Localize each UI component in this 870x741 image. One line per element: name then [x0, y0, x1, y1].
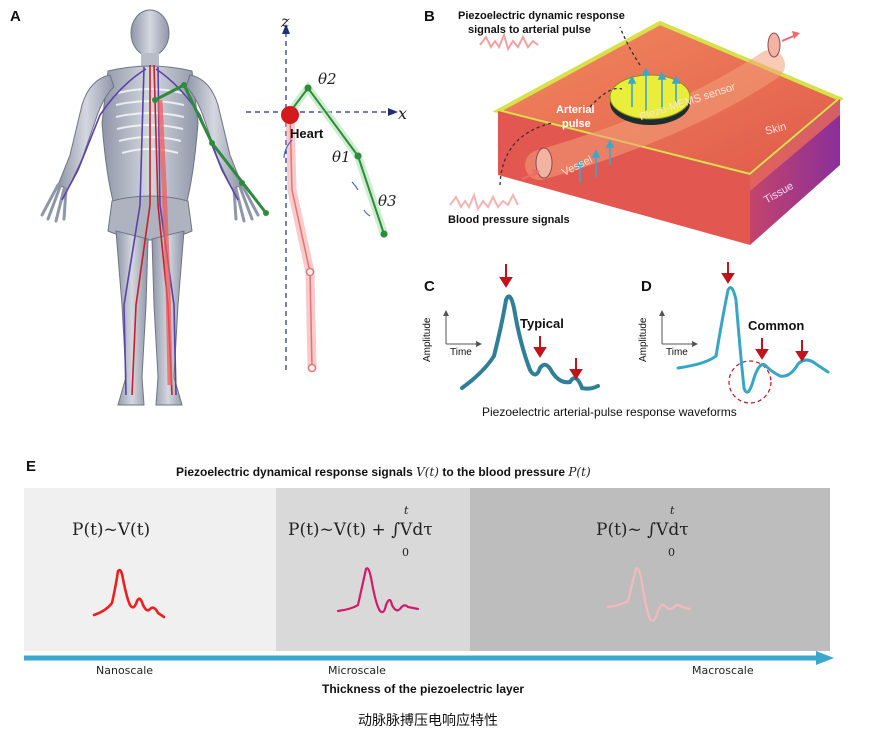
c-amplitude-label: Amplitude — [422, 317, 433, 362]
arterial-pulse-line2: pulse — [562, 118, 591, 130]
panel-c-label: C — [424, 278, 435, 295]
typical-label: Typical — [520, 316, 564, 331]
nanoscale-waveform — [92, 568, 166, 619]
e-title-prefix: Piezoelectric dynamical response signals — [176, 465, 413, 479]
theta1-label: θ1 — [332, 148, 351, 166]
e-title-v: V(t) — [416, 465, 439, 479]
formula-macroscale: P(t)~ ∫Vdτ — [596, 520, 689, 540]
c-time-label: Time — [450, 347, 472, 358]
heart-label: Heart — [290, 126, 324, 141]
formula-nanoscale: P(t)~V(t) — [72, 520, 151, 540]
panel-a-label: A — [10, 8, 21, 25]
cd-caption: Piezoelectric arterial-pulse response wa… — [482, 405, 737, 419]
b-title-line1: Piezoelectric dynamic response — [458, 10, 625, 22]
arm-kinematic-diagram — [246, 24, 398, 373]
axis-x-label: x — [398, 104, 408, 123]
human-body-illustration — [40, 9, 269, 406]
panel-d-label: D — [641, 278, 652, 295]
common-waveform-chart — [659, 262, 830, 404]
sensor-skin-illustration — [449, 20, 844, 245]
formula-microscale: P(t)~V(t) + ∫Vdτ — [288, 520, 433, 540]
typical-waveform-chart — [443, 264, 600, 391]
micro-integral-lower: 0 — [402, 546, 409, 559]
panel-e-label: E — [26, 458, 37, 475]
blood-pressure-label: Blood pressure signals — [448, 214, 570, 226]
region-nanoscale — [24, 488, 276, 651]
scale-macroscale: Macroscale — [692, 664, 754, 677]
theta3-label: θ3 — [378, 192, 397, 210]
b-title-line2: signals to arterial pulse — [468, 24, 591, 36]
common-label: Common — [748, 318, 805, 333]
figure-caption: 动脉脉搏压电响应特性 — [358, 713, 498, 729]
scale-microscale: Microscale — [328, 664, 386, 677]
region-microscale — [276, 488, 470, 651]
macroscale-waveform — [606, 567, 692, 622]
thickness-axis-label: Thickness of the piezoelectric layer — [322, 682, 525, 696]
d-time-label: Time — [666, 347, 688, 358]
scale-nanoscale: Nanoscale — [96, 664, 154, 677]
e-title-p: P(t) — [568, 465, 591, 479]
microscale-waveform — [336, 567, 420, 614]
region-macroscale — [470, 488, 830, 651]
micro-integral-upper: t — [404, 504, 409, 517]
e-title: Piezoelectric dynamical response signals… — [176, 465, 591, 479]
e-title-mid: to the blood pressure — [442, 465, 566, 479]
panel-b-label: B — [424, 8, 435, 25]
macro-integral-lower: 0 — [668, 546, 675, 559]
theta2-label: θ2 — [318, 70, 337, 88]
thickness-axis-arrow — [24, 651, 834, 665]
arterial-pulse-line1: Arterial — [556, 104, 595, 116]
macro-integral-upper: t — [670, 504, 675, 517]
d-amplitude-label: Amplitude — [638, 317, 649, 362]
axis-z-label: z — [281, 12, 290, 31]
